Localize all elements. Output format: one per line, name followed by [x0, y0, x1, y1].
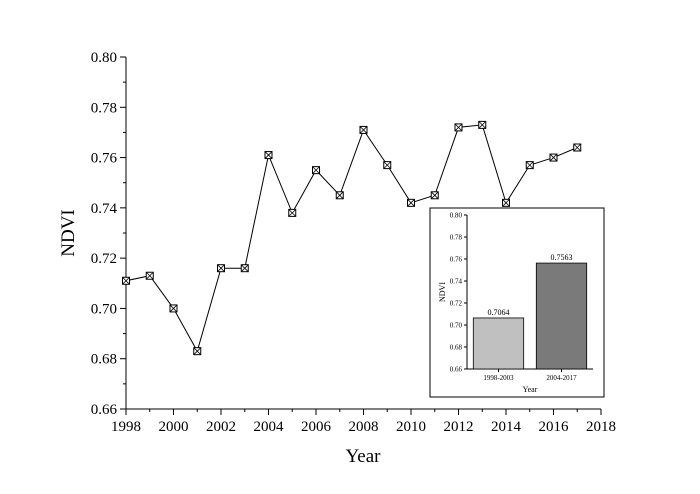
data-point-2015 — [525, 161, 534, 170]
inset-chart: 0.66 0.68 0.70 0.72 0.74 0.76 0.78 0.80 0.7064 1… — [429, 207, 605, 398]
data-point-2004 — [264, 151, 273, 160]
inset-y-tick-label: 0.80 — [450, 212, 463, 220]
main-x-ticks: 1998 2000 2002 2004 2006 2008 2010 2012 2014 2016… — [111, 409, 616, 435]
data-point-2000 — [169, 304, 178, 313]
inset-y-tick-label: 0.70 — [450, 322, 463, 330]
x-tick-label: 2002 — [206, 419, 236, 435]
data-point-2010 — [407, 198, 415, 207]
data-point-2001 — [193, 347, 202, 356]
y-tick-label: 0.78 — [91, 100, 117, 116]
main-y-axis-title: NDVI — [58, 209, 79, 257]
y-tick-label: 0.70 — [91, 301, 117, 317]
bar-value-label: 0.7563 — [551, 253, 573, 262]
x-tick-label: 2000 — [159, 419, 189, 435]
x-tick-label: 2016 — [539, 419, 570, 435]
inset-y-tick-label: 0.76 — [450, 256, 463, 264]
data-point-2014 — [502, 198, 510, 207]
inset-y-tick-label: 0.66 — [450, 366, 463, 374]
y-tick-label: 0.72 — [91, 251, 117, 267]
inset-y-tick-label: 0.68 — [450, 344, 463, 352]
inset-bars: 0.7064 1998-2003 0.7563 2004-2017 — [472, 253, 588, 382]
x-tick-label: 1998 — [111, 419, 141, 435]
inset-y-ticks: 0.66 0.68 0.70 0.72 0.74 0.76 0.78 0.80 — [450, 212, 467, 374]
x-tick-label: 2004 — [254, 419, 285, 435]
ndvi-line — [125, 124, 578, 353]
data-point-2017 — [573, 143, 582, 152]
inset-x-tick-label: 1998-2003 — [483, 374, 514, 382]
x-tick-label: 2018 — [586, 419, 616, 435]
inset-y-axis-title: NDVI — [438, 282, 447, 302]
y-tick-label: 0.76 — [91, 151, 118, 167]
y-tick-label: 0.80 — [91, 50, 117, 66]
data-point-2008 — [359, 125, 368, 134]
data-point-2003 — [240, 264, 249, 273]
y-tick-label: 0.68 — [91, 352, 117, 368]
main-y-ticks: 0.66 0.68 0.70 0.72 0.74 0.76 0.78 0.80 — [91, 50, 126, 418]
data-point-2009 — [383, 161, 392, 170]
main-series — [122, 120, 582, 356]
data-point-1999 — [145, 271, 154, 280]
inset-y-tick-label: 0.72 — [450, 300, 463, 308]
data-point-2006 — [312, 166, 320, 175]
x-tick-label: 2006 — [301, 419, 332, 435]
bar-value-label: 0.7064 — [488, 308, 510, 317]
inset-y-tick-label: 0.78 — [450, 234, 463, 242]
x-tick-label: 2012 — [444, 419, 474, 435]
bar-2004-2017 — [535, 262, 588, 370]
x-tick-label: 2008 — [349, 419, 379, 435]
main-x-axis-title: Year — [345, 446, 381, 467]
data-point-2007 — [335, 191, 344, 200]
x-tick-label: 2010 — [396, 419, 426, 435]
inset-x-tick-label: 2004-2017 — [546, 374, 577, 382]
data-point-2013 — [478, 120, 487, 129]
data-point-2016 — [549, 153, 558, 162]
inset-x-axis-title: Year — [523, 385, 538, 394]
bar-1998-2003 — [472, 317, 525, 370]
x-tick-label: 2014 — [491, 419, 522, 435]
data-point-2002 — [217, 264, 225, 273]
data-point-2011 — [430, 191, 439, 200]
inset-y-tick-label: 0.74 — [450, 278, 463, 286]
data-point-1998 — [122, 276, 130, 285]
data-point-2012 — [454, 123, 463, 132]
data-point-2005 — [288, 208, 297, 217]
y-tick-label: 0.74 — [91, 201, 118, 217]
y-tick-label: 0.66 — [91, 402, 118, 418]
